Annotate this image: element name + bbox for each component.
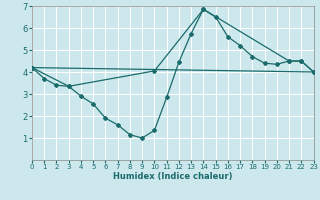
X-axis label: Humidex (Indice chaleur): Humidex (Indice chaleur): [113, 172, 233, 181]
